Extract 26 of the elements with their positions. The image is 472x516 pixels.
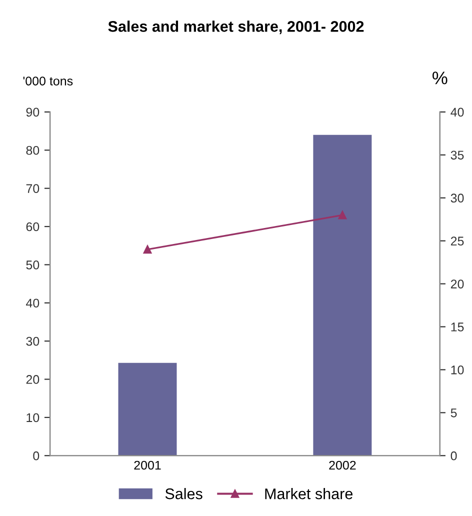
y2-tick-label: 25 [450, 236, 464, 246]
y2-tick-label: 20 [450, 280, 464, 288]
legend-label: Market share [265, 488, 352, 500]
x-tick-label: 2002 [329, 460, 356, 470]
y-tick-label: 0 [33, 451, 40, 460]
y2-tick-label: 10 [451, 366, 464, 374]
y-tick-label: 90 [26, 108, 40, 117]
y-tick-label: 70 [26, 184, 40, 193]
x-tick-label: 2001 [134, 460, 161, 470]
y2-tick-label: 40 [450, 108, 464, 117]
y-tick-label: 80 [26, 146, 40, 155]
y2-tick-label: 15 [451, 322, 464, 332]
y2-axis-title: % [432, 72, 448, 84]
y2-tick-label: 0 [450, 451, 457, 460]
y2-tick-label: 35 [450, 150, 464, 160]
legend-label: Sales [165, 488, 202, 500]
y-tick-label: 10 [26, 413, 40, 422]
y-axis-title: '000 tons [23, 76, 73, 86]
chart-title: Sales and market share, 2001- 2002 [108, 20, 364, 34]
y-tick-label: 40 [26, 298, 40, 308]
y-tick-label: 50 [26, 260, 40, 270]
y2-tick-label: 30 [450, 194, 464, 203]
y2-tick-label: 5 [450, 408, 457, 418]
y-tick-label: 60 [26, 222, 40, 232]
y-tick-label: 30 [26, 336, 40, 346]
y-tick-label: 20 [26, 375, 40, 384]
